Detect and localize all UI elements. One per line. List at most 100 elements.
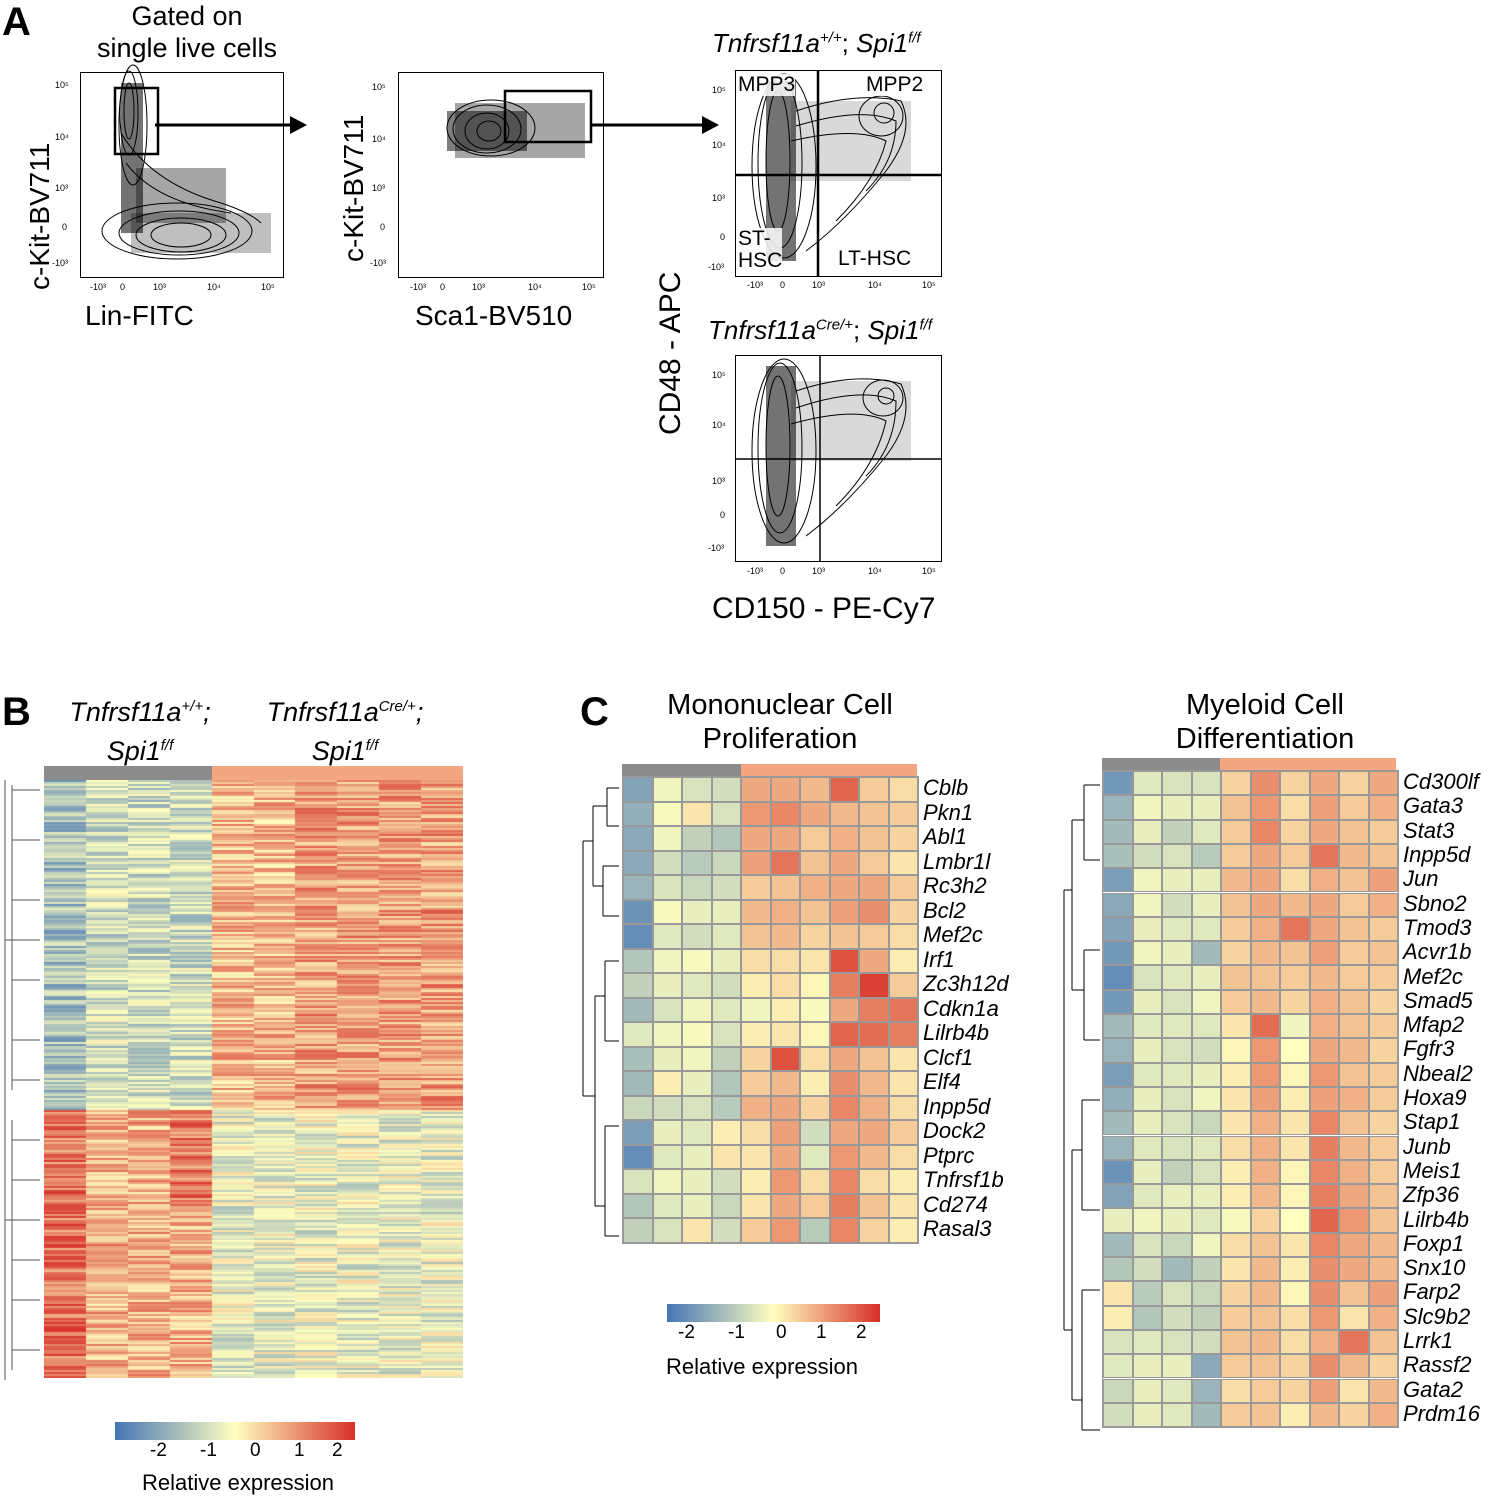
heat-cell	[711, 997, 741, 1022]
heat-cell	[1280, 1208, 1310, 1233]
heat-cell	[711, 899, 741, 924]
heat-cell	[1280, 1305, 1310, 1330]
heat-cell	[1132, 1257, 1162, 1282]
heat-cell	[888, 924, 918, 949]
heat-cell	[1250, 1257, 1280, 1282]
heat-cell	[652, 1218, 682, 1243]
heat-cell	[829, 1144, 859, 1169]
heat-cell	[1250, 819, 1280, 844]
geno-wt-flox-sup: f/f	[908, 29, 921, 47]
gene-label: Smad5	[1403, 987, 1473, 1013]
heat-cell	[1368, 1281, 1398, 1306]
heat-cell	[1162, 1232, 1192, 1257]
heat-cell	[1191, 868, 1221, 893]
heat-cell	[623, 1169, 653, 1194]
heat-cell	[770, 1193, 800, 1218]
heat-cell	[888, 1046, 918, 1071]
heat-cell	[1339, 819, 1369, 844]
heat-cell	[829, 1218, 859, 1243]
heat-cell	[1221, 795, 1251, 820]
heat-cell	[1132, 868, 1162, 893]
heat-cell	[741, 1120, 771, 1145]
heat-cell	[1162, 868, 1192, 893]
heat-cell	[682, 1046, 712, 1071]
heat-cell	[1309, 1111, 1339, 1136]
heat-cell	[1280, 1159, 1310, 1185]
c-legend-gradient	[667, 1304, 880, 1322]
heat-cell	[1132, 1062, 1162, 1087]
p3-ytick-1: 10⁵	[712, 85, 726, 95]
heat-cell	[1339, 1135, 1369, 1160]
heat-cell	[1221, 868, 1251, 893]
heat-cell	[770, 777, 800, 802]
p3-xtick-3: 10³	[812, 280, 826, 290]
heat-cell	[1162, 941, 1192, 966]
heat-cell	[1103, 1305, 1133, 1330]
flow-plot-1-density	[101, 64, 271, 260]
heat-cell	[1309, 1086, 1339, 1112]
heat-cell	[1250, 892, 1280, 917]
heat-cell	[1103, 1062, 1133, 1087]
heat-cell	[1339, 1208, 1369, 1233]
heat-cell	[741, 1071, 771, 1096]
b-cre-gene-sup: Cre/+	[378, 698, 416, 715]
heat-cell	[1339, 1402, 1369, 1428]
heat-cell	[1280, 1402, 1310, 1428]
heat-cell	[1309, 989, 1339, 1014]
heat1-grid	[622, 776, 919, 1244]
heat-cell	[623, 875, 653, 900]
heat-cell	[1309, 1305, 1339, 1330]
heat2-title-line1: Myeloid Cell	[1186, 689, 1344, 721]
heat-cell	[1221, 1159, 1251, 1185]
heat-cell	[1103, 1038, 1133, 1063]
heat-cell	[1191, 916, 1221, 942]
heat-cell	[682, 973, 712, 998]
heat-cell	[741, 1193, 771, 1218]
heat-cell	[1162, 1111, 1192, 1136]
heat-cell	[623, 850, 653, 875]
heat-cell	[888, 997, 918, 1022]
heat-cell	[1368, 795, 1398, 820]
heat-cell	[1368, 1038, 1398, 1063]
p4-xtick-5: 10⁵	[922, 566, 936, 576]
heat-cell	[1368, 1159, 1398, 1185]
heat-cell	[1103, 965, 1133, 990]
geno-wt-sep: ;	[841, 28, 857, 58]
heat-cell	[1162, 771, 1192, 796]
heat-cell	[1191, 819, 1221, 844]
heat-cell	[652, 801, 682, 826]
geno-cre-sep: ;	[853, 315, 868, 345]
heat-cell	[1250, 1014, 1280, 1039]
heat-cell	[1132, 1402, 1162, 1428]
heat-cell	[1132, 1232, 1162, 1257]
heat-cell	[1191, 1014, 1221, 1039]
b-wt-flox: Spi1	[106, 736, 161, 766]
geno-wt-flox: Spi1	[856, 28, 909, 58]
heat-cell	[1132, 1038, 1162, 1063]
heat-cell	[1309, 795, 1339, 820]
heat-cell	[1250, 916, 1280, 942]
heat-cell	[1280, 892, 1310, 917]
p1-xtick-4: 10⁴	[207, 282, 221, 292]
heat-cell	[1280, 1257, 1310, 1282]
heat-cell	[1309, 1402, 1339, 1428]
heat-cell	[652, 1169, 682, 1194]
gene-label: Sbno2	[1403, 890, 1467, 916]
p4-xtick-4: 10⁴	[868, 566, 882, 576]
flow-plot-2-density	[446, 89, 593, 158]
gene-label: Mef2c	[1403, 963, 1463, 989]
heat-cell	[1309, 1135, 1339, 1160]
heat-cell	[1280, 868, 1310, 893]
heat-cell	[888, 1218, 918, 1243]
gate-note-line1: Gated on	[131, 1, 243, 31]
p1-xtick-1: -10³	[90, 282, 107, 292]
heat-cell	[859, 826, 889, 851]
heat-cell	[1309, 771, 1339, 796]
panel-b-heatmap	[44, 780, 463, 1378]
p4-ytick-4: 0	[720, 510, 726, 520]
heat-cell	[1368, 1014, 1398, 1039]
heat-cell	[1221, 1257, 1251, 1282]
heat-cell	[1368, 941, 1398, 966]
heat-cell	[1280, 1232, 1310, 1257]
heat-cell	[1368, 1184, 1398, 1209]
